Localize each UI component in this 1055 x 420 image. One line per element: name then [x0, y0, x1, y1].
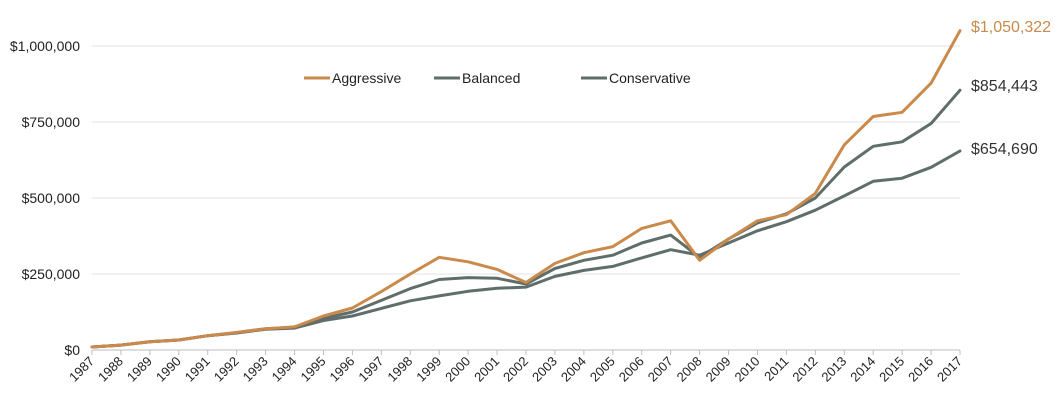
x-tick-label: 2004: [558, 354, 589, 385]
x-tick-label: 2017: [934, 354, 965, 385]
end-value-label: $654,690: [971, 141, 1038, 158]
x-tick-label: 2015: [876, 354, 907, 385]
x-tick-label: 2007: [645, 354, 676, 385]
end-value-label: $854,443: [971, 78, 1038, 95]
end-value-label: $1,050,322: [971, 19, 1051, 36]
x-tick-label: 1995: [298, 354, 329, 385]
y-tick-label: $750,000: [22, 114, 81, 130]
x-tick-label: 2012: [789, 354, 820, 385]
end-labels: $1,050,322 $854,443 $654,690: [971, 19, 1051, 158]
x-tick-label: 1991: [182, 354, 213, 385]
x-tick-label: 1989: [124, 354, 155, 385]
x-tick-label: 1993: [240, 354, 271, 385]
x-tick-label: 2008: [674, 354, 705, 385]
x-axis: 1987198819891990199119921993199419951996…: [66, 350, 965, 385]
legend-label: Balanced: [462, 70, 520, 86]
x-tick-label: 2014: [847, 354, 878, 385]
y-axis: $0 $250,000 $500,000 $750,000 $1,000,000: [10, 38, 80, 358]
x-tick-label: 2016: [905, 354, 936, 385]
x-tick-label: 1987: [66, 354, 97, 385]
y-tick-label: $0: [64, 342, 80, 358]
x-tick-label: 1990: [153, 354, 184, 385]
x-tick-label: 1994: [269, 354, 300, 385]
series-line-aggressive: [90, 29, 962, 349]
x-tick-label: 2000: [442, 354, 473, 385]
x-tick-label: 2013: [818, 354, 849, 385]
x-tick-label: 2006: [616, 354, 647, 385]
x-tick-label: 1996: [326, 354, 357, 385]
x-tick-label: 1998: [384, 354, 415, 385]
x-tick-label: 2009: [703, 354, 734, 385]
y-tick-label: $1,000,000: [10, 38, 80, 54]
legend: Aggressive Balanced Conservative: [304, 70, 691, 86]
x-tick-label: 2003: [529, 354, 560, 385]
x-tick-label: 2010: [732, 354, 763, 385]
x-tick-label: 1999: [413, 354, 444, 385]
legend-label: Aggressive: [332, 70, 401, 86]
x-tick-label: 2002: [500, 354, 531, 385]
x-tick-label: 2001: [471, 354, 502, 385]
y-tick-label: $500,000: [22, 190, 81, 206]
legend-label: Conservative: [609, 70, 691, 86]
series-lines: [90, 29, 962, 349]
x-tick-label: 1988: [95, 354, 126, 385]
x-tick-label: 2005: [587, 354, 618, 385]
x-tick-label: 1992: [211, 354, 242, 385]
gridlines: [92, 45, 960, 351]
series-line-balanced: [90, 88, 962, 349]
y-tick-label: $250,000: [22, 266, 81, 282]
x-tick-label: 1997: [355, 354, 386, 385]
x-tick-label: 2011: [761, 354, 791, 384]
